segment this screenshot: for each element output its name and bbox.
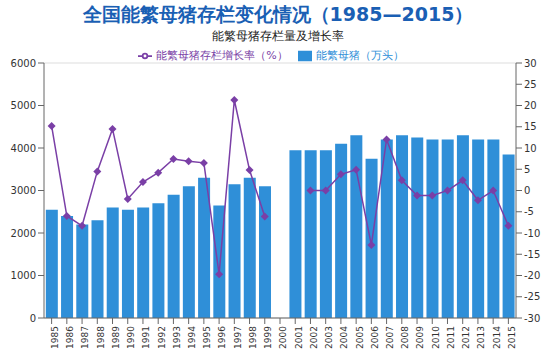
svg-text:20: 20 [524,100,537,111]
svg-text:2002: 2002 [309,326,319,349]
svg-text:0: 0 [30,313,36,324]
svg-text:1999: 1999 [263,326,273,349]
html-text:全国能繁母猪存栏变化情况（1985—2015）: 全国能繁母猪存栏变化情况（1985—2015） [82,3,474,25]
svg-text:2005: 2005 [355,326,365,349]
svg-text:4000: 4000 [11,143,36,154]
svg-text:2013: 2013 [476,326,486,349]
html-text:能繁母猪存栏量及增长率: 能繁母猪存栏量及增长率 [212,29,344,43]
svg-text:1996: 1996 [217,326,227,349]
svg-text:1991: 1991 [141,326,151,349]
svg-text:25: 25 [524,79,537,90]
svg-text:-10: -10 [524,228,540,239]
svg-text:2003: 2003 [324,326,334,349]
svg-text:1000: 1000 [11,270,36,281]
svg-text:1997: 1997 [233,326,243,349]
svg-text:2011: 2011 [446,326,456,349]
svg-text:-15: -15 [524,249,540,260]
svg-text:1998: 1998 [248,326,258,349]
svg-text:1989: 1989 [111,326,121,349]
svg-text:1995: 1995 [202,326,212,349]
svg-text:1993: 1993 [172,326,182,349]
html-text:能繁母猪存栏增长率（%）: 能繁母猪存栏增长率（%） [156,49,288,62]
svg-text:5000: 5000 [11,100,36,111]
svg-text:1986: 1986 [65,326,75,349]
svg-text:-5: -5 [524,206,534,217]
svg-text:-25: -25 [524,291,540,302]
svg-text:2014: 2014 [492,326,502,349]
svg-text:10: 10 [524,143,537,154]
svg-text:1985: 1985 [50,326,60,349]
svg-text:1994: 1994 [187,326,197,349]
svg-text:2006: 2006 [370,326,380,349]
svg-text:2012: 2012 [461,326,471,349]
svg-text:2000: 2000 [11,228,36,239]
svg-text:30: 30 [524,58,537,69]
svg-text:15: 15 [524,121,537,132]
svg-text:2004: 2004 [339,326,349,349]
svg-text:1987: 1987 [80,326,90,349]
svg-text:5: 5 [524,164,530,175]
svg-text:1992: 1992 [157,326,167,349]
svg-text:2007: 2007 [385,326,395,349]
svg-text:1988: 1988 [96,326,106,349]
svg-text:-30: -30 [524,313,540,324]
svg-text:2000: 2000 [278,326,288,349]
svg-text:2008: 2008 [400,326,410,349]
svg-text:2009: 2009 [415,326,425,349]
svg-text:6000: 6000 [11,58,36,69]
svg-text:0: 0 [524,185,530,196]
svg-text:2015: 2015 [507,326,517,349]
html-text:能繁母猪（万头）: 能繁母猪（万头） [315,49,404,62]
svg-text:2001: 2001 [294,326,304,349]
svg-text:2010: 2010 [431,326,441,349]
svg-text:-20: -20 [524,270,540,281]
svg-text:3000: 3000 [11,185,36,196]
svg-text:1990: 1990 [126,326,136,349]
